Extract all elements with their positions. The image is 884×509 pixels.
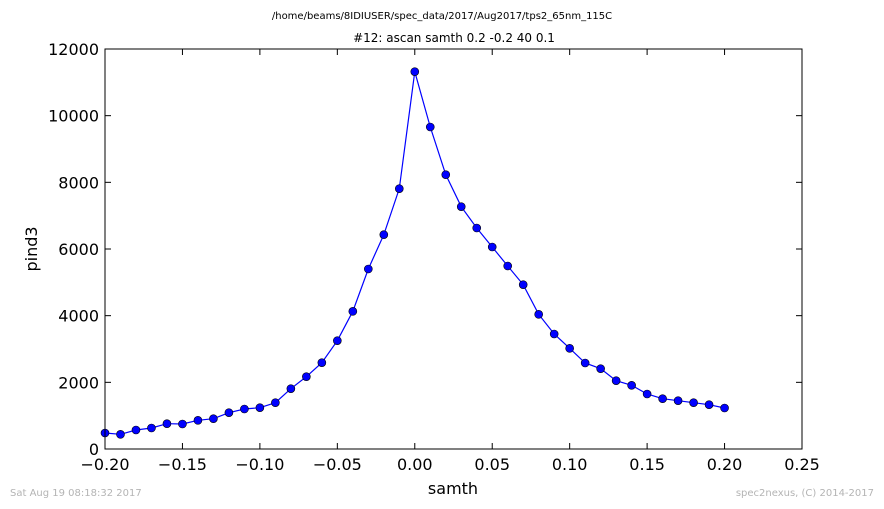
x-tick-label: −0.05 [313,455,362,474]
x-tick-label: −0.20 [80,455,129,474]
data-point [410,67,420,76]
y-tick-label: 4000 [58,307,99,326]
data-point [224,408,234,417]
data-point [394,184,404,193]
data-point [348,307,358,316]
data-point [549,329,559,339]
x-tick-label: 0.15 [629,455,665,474]
data-point [193,416,203,425]
data-point [487,242,497,252]
plot-frame [104,48,803,450]
data-point [271,398,280,407]
data-point [565,344,574,353]
x-tick-label: 0.05 [474,455,510,474]
credit-footer: spec2nexus, (C) 2014-2017 [735,488,874,499]
data-point [658,394,667,403]
y-tick-label: 8000 [58,173,99,192]
data-point [518,280,528,289]
data-point [255,403,265,412]
data-point [302,372,311,381]
x-tick-label: −0.10 [235,455,284,474]
x-tick-label: 0.25 [784,455,820,474]
data-point [333,336,342,345]
data-point [240,404,249,414]
x-tick-label: −0.15 [158,455,207,474]
data-point [379,230,389,239]
data-point [704,400,714,409]
x-tick-label: 0.10 [552,455,588,474]
y-tick-label: 6000 [58,240,99,259]
x-tick-label: 0.00 [397,455,433,474]
data-point [441,170,451,179]
y-tick-label: 12000 [48,40,99,59]
data-point [147,423,156,433]
x-tick-label: 0.20 [707,455,743,474]
data-point [425,122,435,132]
data-point [503,261,513,271]
x-axis: −0.20 −0.15 −0.10 −0.05 0.00 0.05 0.10 0.15 0.20… [80,49,820,474]
plot-area [100,67,729,439]
data-point [534,310,543,319]
data-point [720,403,729,413]
chart-title: #12: ascan samth 0.2 -0.2 40 0.1 [353,31,555,45]
data-point [611,376,621,385]
data-point [642,389,652,399]
data-point [131,425,141,435]
y-axis-label: pind3 [22,226,41,271]
data-point [689,398,698,407]
data-point [472,223,482,233]
y-axis: 0 2000 4000 6000 8000 10000 12000 [48,40,802,459]
data-point [596,364,605,373]
data-point [162,419,172,428]
data-point [580,358,590,368]
data-point [627,381,636,390]
data-point [286,384,296,393]
data-point [116,430,125,439]
series-line [104,71,725,435]
data-point [364,264,373,274]
data-point [317,358,327,367]
y-tick-label: 0 [89,440,99,459]
data-point [456,202,466,211]
timestamp-footer: Sat Aug 19 08:18:32 2017 [10,488,142,499]
y-tick-label: 10000 [48,107,99,126]
data-point [209,414,218,423]
data-point [178,419,187,429]
data-point [673,396,683,405]
x-axis-label: samth [428,479,478,498]
y-tick-label: 2000 [58,373,99,392]
file-path-title: /home/beams/8IDIUSER/spec_data/2017/Aug2… [272,11,612,22]
